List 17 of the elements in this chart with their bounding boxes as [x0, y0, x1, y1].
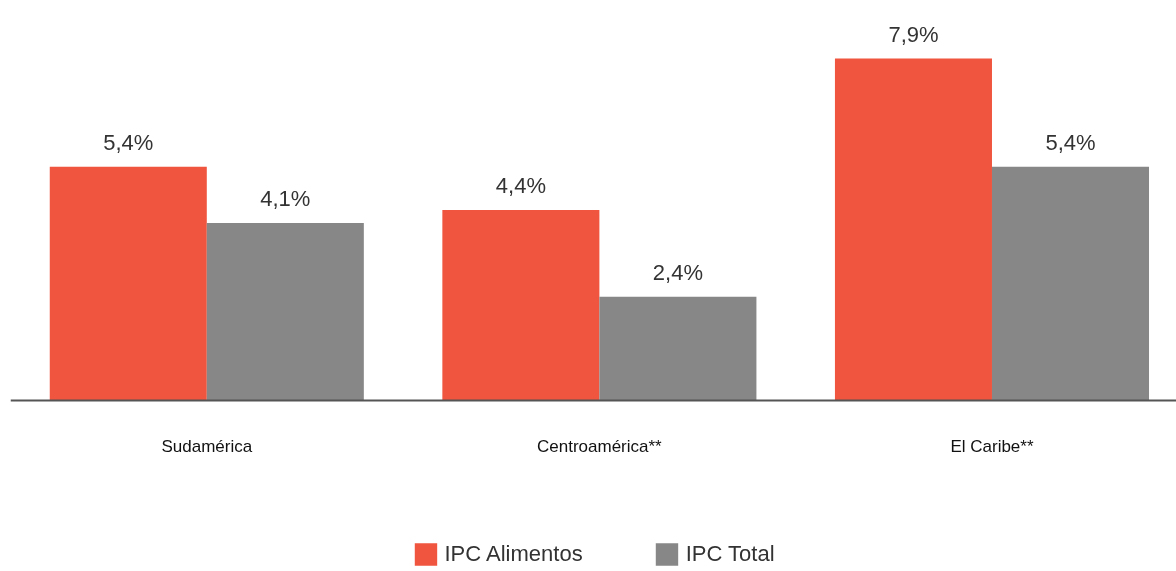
bar — [442, 210, 600, 401]
bar — [49, 166, 207, 401]
bar — [599, 296, 757, 401]
x-tick-label: Sudamérica — [161, 436, 253, 456]
legend-label: IPC Alimentos — [444, 541, 583, 567]
x-tick-label: El Caribe** — [950, 436, 1034, 456]
bar — [991, 166, 1150, 401]
x-tick-label: Centroamérica** — [537, 436, 663, 456]
bar — [206, 223, 364, 401]
bar — [834, 58, 992, 401]
data-label: 2,4% — [652, 259, 703, 285]
data-label: 7,9% — [888, 21, 939, 47]
data-label: 5,4% — [1045, 129, 1096, 155]
data-label: 4,1% — [260, 186, 311, 212]
legend-label: IPC Total — [685, 541, 775, 567]
data-label: 4,4% — [495, 173, 546, 199]
data-label: 5,4% — [103, 129, 154, 155]
